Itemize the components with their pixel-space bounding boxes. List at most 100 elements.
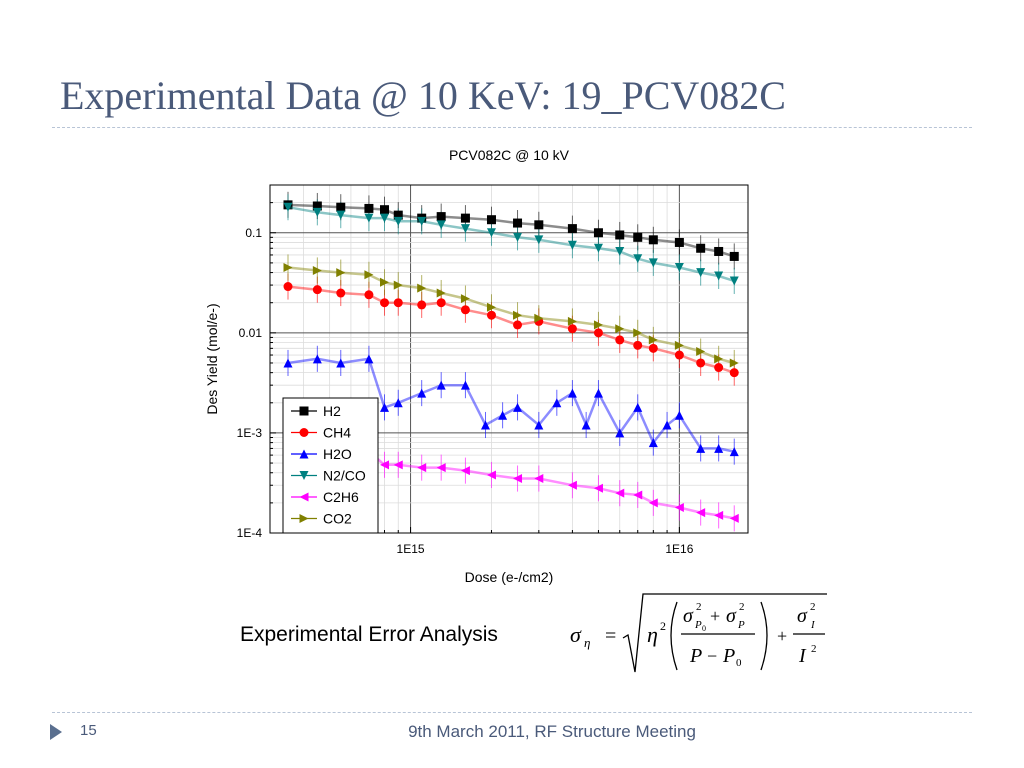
- point-h2: [336, 202, 346, 212]
- point-c2h6: [615, 488, 625, 498]
- legend-marker-h2o: [299, 449, 309, 459]
- point-h2o: [633, 402, 643, 412]
- eq-sigma-p0: σ: [683, 605, 694, 627]
- point-co2: [436, 288, 446, 298]
- point-n2-co: [393, 216, 403, 226]
- chart-legend: H2 CH4 H2O N2/CO C2H6 CO2: [282, 397, 379, 534]
- footer-divider: [52, 712, 972, 713]
- eq-p0-zero: 0: [736, 657, 742, 669]
- point-co2: [633, 328, 643, 338]
- eq-p0: P: [722, 645, 735, 667]
- legend-label-n2-co: N2/CO: [323, 468, 366, 484]
- point-co2: [486, 302, 496, 312]
- point-c2h6: [633, 490, 643, 500]
- eq-i-sub: I: [810, 619, 816, 631]
- point-h2o: [729, 447, 739, 457]
- point-ch4: [460, 305, 470, 315]
- eq-radical: [622, 593, 827, 673]
- point-co2: [364, 270, 374, 280]
- eq-i: I: [798, 645, 807, 667]
- point-ch4: [648, 343, 658, 353]
- point-n2-co: [696, 268, 706, 278]
- point-n2-co: [336, 210, 346, 220]
- eq-eta: η: [647, 622, 658, 647]
- point-c2h6: [534, 474, 544, 484]
- point-ch4: [729, 368, 739, 378]
- point-n2-co: [633, 254, 643, 264]
- point-n2-co: [534, 235, 544, 245]
- eq-equals: =: [605, 625, 616, 647]
- point-h2o: [436, 380, 446, 390]
- point-h2o: [593, 388, 603, 398]
- point-h2o: [283, 358, 293, 368]
- legend-label-h2: H2: [323, 403, 341, 419]
- point-n2-co: [486, 228, 496, 238]
- point-ch4: [417, 300, 427, 310]
- point-co2: [615, 324, 625, 334]
- point-h2: [567, 224, 577, 234]
- point-n2-co: [312, 207, 322, 217]
- legend-marker-h2: [299, 406, 309, 416]
- eq-plus-1: +: [710, 606, 720, 626]
- point-h2: [615, 230, 625, 240]
- page-number: 15: [80, 722, 97, 739]
- eq-sq-3: 2: [810, 601, 816, 613]
- point-ch4: [283, 282, 293, 292]
- legend-label-c2h6: C2H6: [323, 489, 359, 505]
- point-c2h6: [513, 474, 523, 484]
- point-h2: [460, 213, 470, 223]
- point-h2o: [534, 420, 544, 430]
- x-axis-label: Dose (e-/cm2): [465, 569, 554, 585]
- x-tick-label: 1E16: [665, 542, 693, 556]
- point-co2: [714, 354, 724, 364]
- point-h2o: [480, 420, 490, 430]
- eq-i-sq: 2: [811, 643, 817, 655]
- eq-right-paren: [760, 601, 768, 671]
- eq-left-paren: [670, 601, 678, 671]
- point-h2o: [393, 398, 403, 408]
- point-h2: [436, 212, 446, 222]
- error-equation: σ η = η 2 σ 2 P 0 + σ 2 P P − P 0 + σ 2 …: [570, 593, 827, 673]
- point-h2o: [498, 410, 508, 420]
- eq-eta-sub: η: [584, 635, 590, 650]
- point-n2-co: [436, 220, 446, 230]
- point-h2: [312, 201, 322, 211]
- point-h2o: [460, 380, 470, 390]
- point-ch4: [364, 290, 374, 300]
- data-points: [283, 200, 739, 523]
- point-n2-co: [714, 271, 724, 281]
- point-ch4: [380, 298, 390, 308]
- point-h2: [534, 220, 544, 230]
- point-co2: [460, 294, 470, 304]
- point-c2h6: [593, 483, 603, 493]
- point-n2-co: [729, 276, 739, 286]
- point-h2o: [380, 402, 390, 412]
- legend-box: [282, 397, 379, 534]
- point-c2h6: [729, 513, 739, 523]
- legend-marker-ch4: [299, 428, 309, 437]
- footer-text: 9th March 2011, RF Structure Meeting: [408, 722, 696, 741]
- eq-sigma-p: σ: [726, 605, 737, 627]
- eq-p0-sub: P: [694, 619, 702, 631]
- point-c2h6: [714, 510, 724, 520]
- eq-p-sub: P: [737, 619, 745, 631]
- point-co2: [696, 347, 706, 357]
- point-ch4: [615, 335, 625, 345]
- legend-label-co2: CO2: [323, 511, 352, 527]
- point-h2: [593, 228, 603, 238]
- point-h2: [648, 235, 658, 245]
- point-h2o: [674, 410, 684, 420]
- point-ch4: [393, 298, 403, 308]
- point-h2o: [714, 443, 724, 453]
- point-h2: [674, 237, 684, 247]
- point-ch4: [696, 358, 706, 368]
- point-c2h6: [648, 498, 658, 508]
- point-c2h6: [696, 508, 706, 518]
- point-h2o: [696, 443, 706, 453]
- point-n2-co: [364, 213, 374, 223]
- point-h2o: [648, 438, 658, 448]
- point-n2-co: [648, 258, 658, 268]
- y-tick-label: 0.01: [239, 326, 263, 340]
- slide-title: Experimental Data @ 10 KeV: 19_PCV082C: [60, 73, 786, 118]
- point-c2h6: [567, 480, 577, 490]
